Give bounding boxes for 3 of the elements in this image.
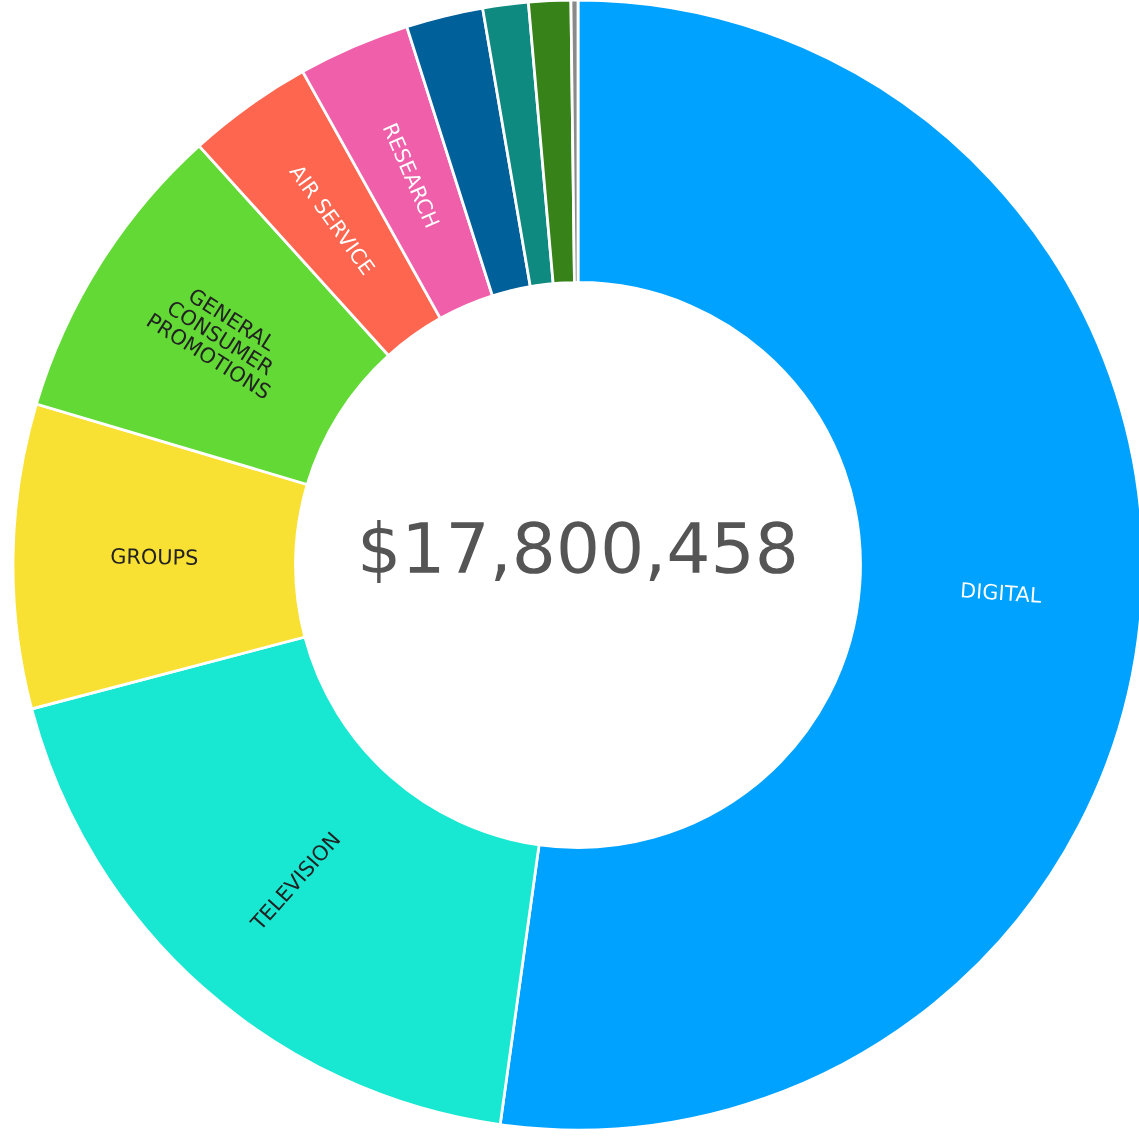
slice-label: GROUPS bbox=[111, 547, 198, 566]
text: $17,800,458 bbox=[362, 520, 795, 584]
slice-label: DIGITAL bbox=[961, 581, 1042, 604]
